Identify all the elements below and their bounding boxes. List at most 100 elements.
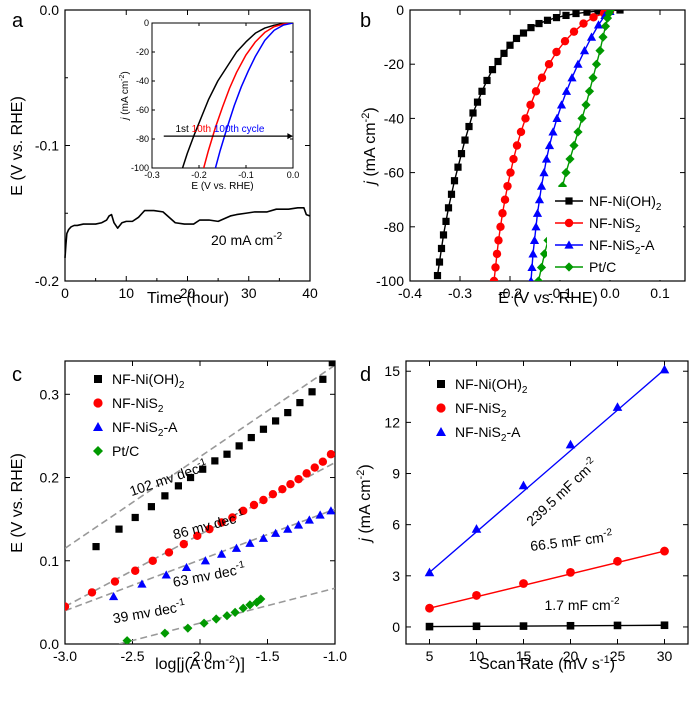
panel-b-point — [535, 19, 543, 28]
panel-a-annotation: 20 mA cm-2 — [211, 231, 283, 248]
panel-b-point — [483, 76, 491, 85]
panel-c-point — [87, 588, 97, 597]
panel-c-point — [326, 506, 335, 515]
panel-b-point — [469, 109, 477, 117]
panel-b-point — [562, 11, 570, 20]
panel-c-point — [245, 600, 255, 610]
panel-b-point — [560, 36, 570, 46]
panel-c-point — [131, 566, 140, 575]
panel-c-point — [302, 469, 311, 478]
panel-c-xtick-label: -1.5 — [255, 648, 279, 664]
panel-a-xtick-label: 0 — [61, 285, 69, 301]
panel-b-point — [503, 181, 512, 191]
panel-b-point — [519, 29, 528, 37]
panel-b-point — [500, 195, 510, 204]
panel-c-point — [65, 602, 70, 611]
panel-c-point — [217, 518, 226, 527]
panel-a-inset-frame — [151, 22, 294, 169]
panel-a-inset-ytick-label: -40 — [136, 76, 149, 86]
panel-d-legend-marker — [437, 380, 445, 388]
panel-d-point — [659, 364, 670, 374]
panel-b-point — [552, 113, 562, 122]
panel-c-ytick-label: 0.3 — [40, 386, 60, 402]
panel-b-point — [450, 177, 459, 185]
panel-a-inset-xtick-label: 0.0 — [287, 170, 300, 180]
panel-b-xtick-label: -0.3 — [448, 285, 472, 301]
panel-c-ytick-label: 0.2 — [40, 470, 60, 486]
panel-b-point — [528, 276, 534, 281]
panel-b-point — [498, 209, 507, 218]
panel-c-point — [268, 489, 278, 499]
panel-b-point — [569, 27, 579, 36]
panel-d-xtick-label: 10 — [469, 648, 485, 664]
panel-b-point — [473, 98, 482, 106]
panel-d-xtick-label: 20 — [563, 648, 579, 664]
panel-c-series-markers-2 — [65, 450, 335, 611]
panel-c-point — [328, 361, 335, 367]
panel-b-point — [573, 127, 583, 137]
panel-c-point — [278, 484, 287, 494]
panel-b-ytick-label: -60 — [384, 165, 404, 181]
panel-a-inset-ytick-label: -80 — [136, 134, 149, 144]
panel-c-point — [247, 433, 255, 442]
panel-c-point — [217, 549, 227, 558]
panel-a-inset-xlabel: E (V vs. RHE) — [191, 181, 253, 192]
panel-d-point — [425, 622, 434, 631]
panel-c-point — [296, 399, 304, 407]
panel-c-point — [249, 500, 259, 510]
panel-c-point — [326, 450, 335, 459]
panel-d-point — [612, 402, 623, 411]
panel-c-point — [258, 533, 269, 542]
panel-d-ytick-label: 12 — [384, 414, 400, 430]
panel-c-letter: c — [12, 364, 22, 386]
panel-c-slope-label: 86 mv dec-1 — [171, 507, 247, 543]
panel-c-point — [318, 457, 328, 466]
panel-c-point — [122, 636, 132, 644]
panel-b-point — [598, 32, 608, 42]
panel-b-legend-marker — [564, 262, 574, 272]
panel-b-point — [565, 154, 575, 164]
panel-d-point — [519, 622, 528, 630]
panel-b-letter: b — [360, 10, 371, 32]
panel-c-point — [230, 607, 240, 617]
panel-b-point — [496, 222, 505, 231]
panel-a-inset-ytick-label: -60 — [136, 105, 149, 115]
panel-d-xtick-label: 25 — [610, 648, 626, 664]
panel-b-point — [605, 10, 616, 15]
panel-b-point — [461, 136, 469, 144]
panel-c-point — [147, 503, 155, 511]
panel-b-point — [494, 57, 502, 66]
panel-b-point — [488, 66, 497, 74]
panel-b-point — [573, 59, 583, 68]
panel-a-xtick-label: 10 — [118, 285, 134, 301]
panel-b-point — [561, 86, 572, 95]
panel-c-point — [259, 495, 268, 505]
panel-b-legend-marker — [564, 218, 574, 228]
panel-c-point — [272, 417, 280, 425]
panel-c-ytick-label: 0.0 — [40, 636, 60, 652]
panel-d-xtick-label: 5 — [426, 648, 434, 664]
panel-c-series-markers-1 — [92, 361, 335, 551]
panel-a-inset-ytick-label: -100 — [131, 163, 149, 173]
panel-b-legend-label: NF-NiS2-A — [589, 237, 655, 257]
panel-d-xtick-label: 15 — [516, 648, 532, 664]
panel-d-fit-line-2 — [429, 550, 665, 609]
panel-c-ylabel: E (V vs. RHE) — [9, 453, 26, 553]
panel-b-ylabel: j (mA cm-2) — [360, 107, 379, 186]
panel-a-xtick-label: 20 — [180, 285, 196, 301]
panel-b-ytick-label: 0 — [396, 2, 404, 18]
panel-c-point — [161, 492, 169, 500]
panel-b-series-markers-1 — [433, 10, 624, 280]
panel-b-series-line-3 — [530, 10, 611, 281]
panel-a-inset-xtick-label: -0.2 — [191, 170, 207, 180]
panel-b-point — [439, 231, 448, 239]
panel-b-point — [572, 10, 580, 18]
panel-b-point — [544, 59, 554, 69]
panel-c-point — [211, 457, 219, 465]
panel-c-point — [271, 528, 281, 537]
panel-c-series-markers-4 — [122, 594, 266, 644]
panel-b-point — [529, 235, 540, 244]
panel-b-point — [579, 19, 588, 28]
panel-d-series-markers-2 — [425, 546, 669, 613]
panel-d-ytick-label: 15 — [384, 363, 400, 379]
